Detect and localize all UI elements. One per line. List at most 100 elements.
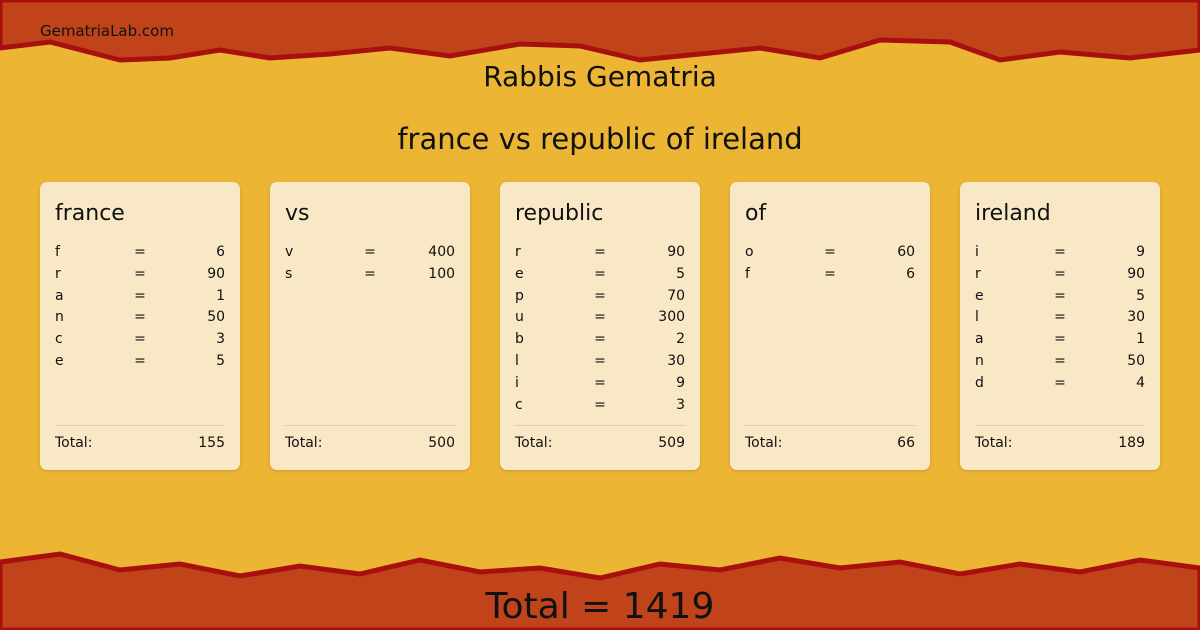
equals-sign: = [594, 244, 606, 260]
letter-value: 90 [667, 244, 686, 260]
letter: c [55, 331, 63, 348]
letter: o [745, 244, 754, 260]
letter: i [515, 374, 519, 391]
equals-sign: = [594, 331, 606, 348]
letter: r [55, 265, 61, 282]
equals-sign: = [134, 331, 146, 348]
letter-value: 100 [428, 265, 456, 282]
letter-row: r = 90 [975, 264, 1145, 286]
letter: l [975, 309, 979, 326]
equals-sign: = [134, 309, 146, 326]
equals-sign: = [594, 374, 606, 391]
card-total-row: Total: 66 [745, 425, 915, 451]
top-decorative-band [0, 0, 1200, 63]
card-total-row: Total: 500 [285, 425, 455, 451]
total-label: Total: [285, 435, 323, 451]
equals-sign: = [1054, 265, 1066, 282]
letter: d [975, 374, 984, 391]
letter-row: n = 50 [55, 307, 225, 329]
equals-sign: = [594, 309, 606, 326]
letter: e [515, 265, 524, 282]
letter-value: 5 [676, 265, 686, 282]
word-card: ireland i = 9 r = 90 e = 5 l = 30 a = 1 … [960, 182, 1160, 470]
letter-row: c = 3 [55, 329, 225, 351]
letter-row: o = 60 [745, 242, 915, 264]
letter-row: s = 100 [285, 264, 455, 286]
letter: u [515, 309, 524, 326]
letter-value: 70 [667, 287, 686, 304]
phrase-heading: france vs republic of ireland [397, 122, 803, 156]
word-title: vs [285, 201, 310, 226]
letter: e [975, 287, 984, 304]
letter-value: 300 [658, 309, 686, 326]
letter: s [285, 265, 293, 282]
letter: b [515, 331, 524, 348]
letter-value: 3 [216, 331, 226, 348]
letter: r [975, 265, 981, 282]
word-title: france [55, 201, 125, 226]
letter: f [745, 265, 750, 282]
letter-value: 1 [1136, 331, 1146, 348]
word-total: 500 [428, 435, 455, 451]
word-title: of [745, 201, 767, 226]
page-title: Rabbis Gematria [483, 60, 717, 93]
card-total-row: Total: 509 [515, 425, 685, 451]
site-logo-link[interactable]: GematriaLab.com [40, 22, 174, 40]
letter-value: 30 [667, 352, 686, 369]
letter: a [975, 331, 984, 348]
card-total-row: Total: 155 [55, 425, 225, 451]
total-label: Total: [515, 435, 553, 451]
letter-row: c = 3 [515, 395, 685, 417]
letter-value: 50 [1127, 352, 1146, 369]
card-total-row: Total: 189 [975, 425, 1145, 451]
bottom-decorative-band [0, 551, 1200, 630]
equals-sign: = [594, 287, 606, 304]
letter-row: p = 70 [515, 286, 685, 308]
letter-row: i = 9 [515, 373, 685, 395]
letter-row: e = 5 [55, 351, 225, 373]
letter-value: 4 [1136, 374, 1146, 391]
word-card: of o = 60 f = 6 Total: 66 [730, 182, 930, 470]
word-cards: france f = 6 r = 90 a = 1 n = 50 c = 3 e… [40, 182, 1160, 470]
letter-row: a = 1 [975, 329, 1145, 351]
letter-value: 5 [216, 352, 226, 369]
letter-row: r = 90 [515, 242, 685, 264]
letter-value: 1 [216, 287, 226, 304]
letter-row: f = 6 [55, 242, 225, 264]
letter-row: l = 30 [975, 307, 1145, 329]
letter-row: v = 400 [285, 242, 455, 264]
letter-value: 50 [207, 309, 226, 326]
letter: v [285, 244, 294, 260]
letter-row: d = 4 [975, 373, 1145, 395]
letter-value: 6 [906, 265, 916, 282]
word-total: 509 [658, 435, 685, 451]
equals-sign: = [1054, 374, 1066, 391]
letter: e [55, 352, 64, 369]
letter-row: f = 6 [745, 264, 915, 286]
letter-row: e = 5 [975, 286, 1145, 308]
letter-row: l = 30 [515, 351, 685, 373]
letter: c [515, 396, 523, 413]
letter: n [55, 309, 64, 326]
letter-row: e = 5 [515, 264, 685, 286]
letter: a [55, 287, 64, 304]
equals-sign: = [134, 265, 146, 282]
total-label: Total: [975, 435, 1013, 451]
word-title: ireland [975, 201, 1051, 226]
word-card: vs v = 400 s = 100 Total: 500 [270, 182, 470, 470]
letter-value: 90 [207, 265, 226, 282]
letter-value: 6 [216, 244, 226, 260]
word-card: republic r = 90 e = 5 p = 70 u = 300 b =… [500, 182, 700, 470]
equals-sign: = [824, 244, 836, 260]
letter: n [975, 352, 984, 369]
word-title: republic [515, 201, 604, 226]
grand-total: Total = 1419 [485, 586, 715, 627]
letter-value: 30 [1127, 309, 1146, 326]
letter-value: 3 [676, 396, 686, 413]
letter-value: 90 [1127, 265, 1146, 282]
letter-value: 9 [1136, 244, 1146, 260]
equals-sign: = [594, 396, 606, 413]
letter-value: 400 [428, 244, 456, 260]
equals-sign: = [594, 265, 606, 282]
word-total: 66 [897, 435, 915, 451]
